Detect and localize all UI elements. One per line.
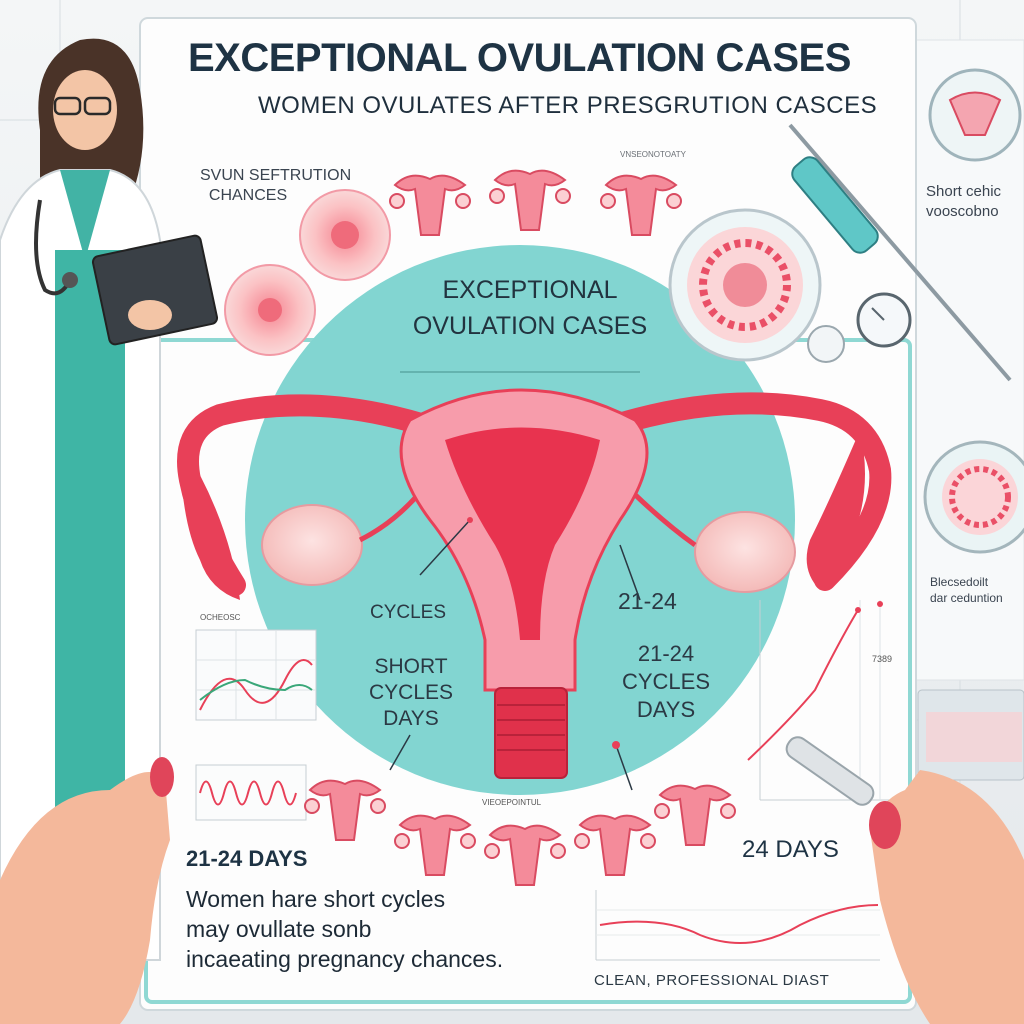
chart-left-label: OCHEOSC: [200, 613, 241, 622]
uterus-icon: [574, 814, 656, 876]
footer-text: CLEAN, PROFESSIONAL DIAST: [594, 972, 830, 989]
ovary-left: [261, 504, 363, 586]
days-right-label: 24 DAYS: [742, 836, 839, 863]
petri-dish-illustration: [668, 208, 822, 362]
uterus-main-illustration: [177, 388, 892, 779]
pointer-lines: [389, 519, 641, 791]
right-panel-note-bottom: Blecsedoilt dar ceduntion: [930, 575, 1003, 605]
uterus-icon: [394, 814, 476, 876]
tablet: [91, 234, 219, 346]
hand-right: [785, 736, 1024, 1024]
chart-left: [195, 629, 317, 721]
uterus-icon-row-bottom: [304, 779, 736, 886]
pointer-dot: [467, 517, 473, 523]
uterus-icon: [654, 784, 736, 846]
pipette-icon: [788, 123, 1012, 382]
right-panel-note: Short cehic vooscobno: [926, 183, 1002, 220]
circle-title: EXCEPTIONAL OVULATION CASES: [412, 276, 648, 340]
cervix: [494, 687, 568, 779]
range-label: 21-24: [618, 588, 677, 614]
page-subtitle: WOMEN OVULATES AFTER PRESGRUTION CASCES: [258, 92, 878, 119]
right-device-screen: [926, 712, 1022, 762]
description-text: Women hare short cycles may ovullate son…: [186, 886, 504, 972]
doctor-illustration: [0, 38, 219, 961]
cell-illustration-left: [224, 264, 316, 356]
cycles-label: CYCLES: [370, 602, 447, 623]
chart-bottom-right: [595, 890, 880, 961]
page-title: EXCEPTIONAL OVULATION CASES: [188, 36, 851, 80]
top-center-note: VNSEONOTOATY: [620, 150, 686, 159]
top-left-note: SVUN SEFTRUTION CHANCES: [200, 167, 352, 204]
pen: [785, 736, 875, 806]
pointer-dot: [612, 741, 620, 749]
cell-illustration-left-top: [299, 189, 391, 281]
bottom-center-label: VIEOEPOINTUL: [482, 798, 542, 807]
right-panel-uterus-circle: [928, 68, 1022, 162]
hand-left: [0, 757, 174, 1024]
short-cycles-label: SHORT CYCLES DAYS: [368, 655, 454, 730]
lens-icon: [807, 292, 912, 363]
ovary-right: [694, 511, 796, 593]
uterus-icon: [304, 779, 386, 841]
uterus-icon-row-top: [389, 169, 682, 236]
range-cycles-label: 21-24 CYCLES DAYS: [621, 641, 711, 722]
right-panel-cell-circle: [923, 440, 1024, 554]
uterus-icon: [484, 824, 566, 886]
chart-right-label: 7389: [872, 654, 893, 664]
days-left-label: 21-24 DAYS: [186, 846, 308, 871]
uterus-icon: [489, 169, 571, 231]
uterus-icon: [389, 174, 471, 236]
chart-wave-left: [195, 764, 307, 821]
uterus-icon: [600, 174, 682, 236]
